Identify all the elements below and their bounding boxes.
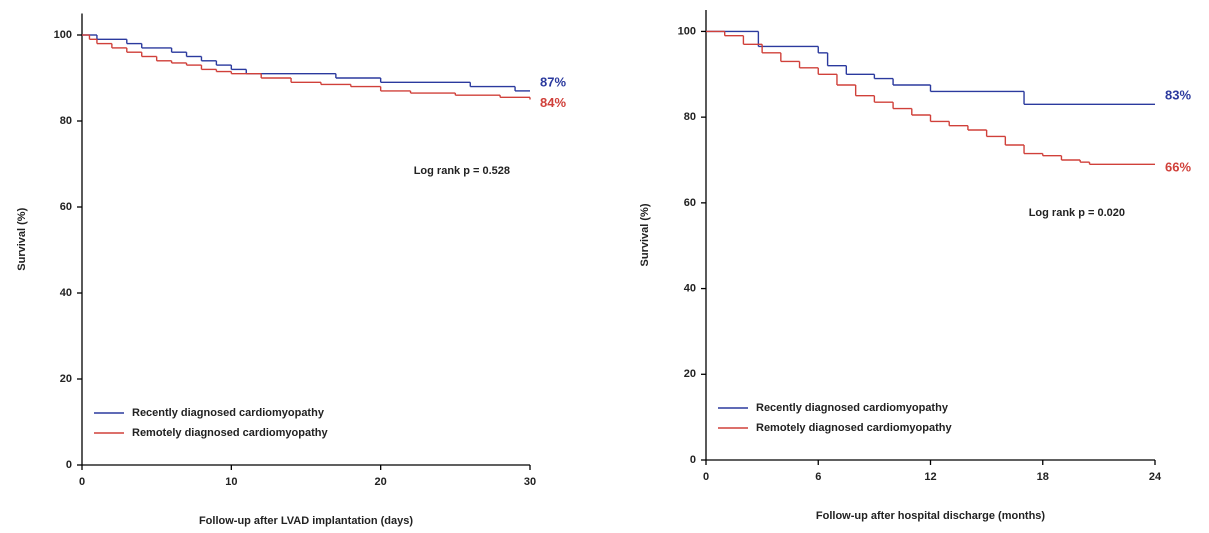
y-tick-label: 60 <box>684 197 696 209</box>
x-tick-label: 0 <box>79 476 85 488</box>
x-tick-label: 30 <box>524 476 536 488</box>
x-tick-label: 18 <box>1037 471 1049 483</box>
y-axis-title: Survival (%) <box>16 207 28 270</box>
y-tick-label: 80 <box>684 111 696 123</box>
legend-label: Remotely diagnosed cardiomyopathy <box>132 427 328 439</box>
y-tick-label: 80 <box>60 115 72 127</box>
end-label: 66% <box>1165 160 1191 175</box>
x-tick-label: 12 <box>924 471 936 483</box>
y-tick-label: 100 <box>54 29 72 41</box>
end-label: 84% <box>540 95 566 110</box>
y-tick-label: 20 <box>60 373 72 385</box>
legend-label: Recently diagnosed cardiomyopathy <box>132 407 325 419</box>
legend-label: Recently diagnosed cardiomyopathy <box>756 402 949 414</box>
y-tick-label: 0 <box>66 459 72 471</box>
y-tick-label: 40 <box>60 287 72 299</box>
end-label: 83% <box>1165 88 1191 103</box>
y-tick-label: 40 <box>684 282 696 294</box>
y-tick-label: 20 <box>684 368 696 380</box>
annotation: Log rank p = 0.528 <box>414 165 510 177</box>
x-tick-label: 10 <box>225 476 237 488</box>
x-axis-title: Follow-up after LVAD implantation (days) <box>199 515 413 527</box>
annotation: Log rank p = 0.020 <box>1029 207 1125 219</box>
y-axis-title: Survival (%) <box>639 203 651 266</box>
x-tick-label: 20 <box>375 476 387 488</box>
y-tick-label: 60 <box>60 201 72 213</box>
x-tick-label: 24 <box>1149 471 1162 483</box>
x-tick-label: 6 <box>815 471 821 483</box>
y-tick-label: 0 <box>690 454 696 466</box>
end-label: 87% <box>540 74 566 89</box>
y-tick-label: 100 <box>678 25 696 37</box>
legend-label: Remotely diagnosed cardiomyopathy <box>756 422 952 434</box>
x-axis-title: Follow-up after hospital discharge (mont… <box>816 510 1046 522</box>
x-tick-label: 0 <box>703 471 709 483</box>
